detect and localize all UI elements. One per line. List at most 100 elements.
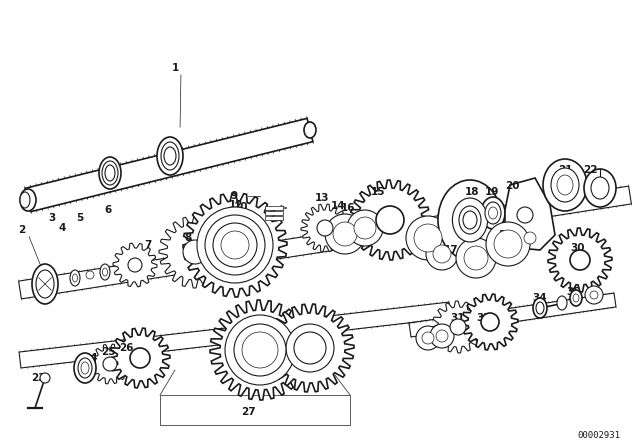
Bar — [265, 211, 283, 215]
Polygon shape — [183, 193, 287, 297]
Circle shape — [464, 246, 488, 270]
Circle shape — [225, 315, 295, 385]
Text: 2: 2 — [19, 225, 26, 235]
Text: 24: 24 — [83, 353, 97, 363]
Circle shape — [242, 332, 278, 368]
Ellipse shape — [533, 298, 547, 318]
Polygon shape — [548, 228, 612, 292]
Text: 22: 22 — [583, 165, 597, 175]
Text: 21: 21 — [557, 165, 572, 175]
Ellipse shape — [485, 202, 501, 224]
Ellipse shape — [100, 264, 110, 280]
Ellipse shape — [573, 294, 579, 302]
Circle shape — [422, 332, 434, 344]
Ellipse shape — [20, 189, 36, 211]
Ellipse shape — [454, 200, 486, 240]
Circle shape — [426, 238, 458, 270]
Circle shape — [416, 326, 440, 350]
Ellipse shape — [591, 177, 609, 199]
Polygon shape — [301, 204, 349, 252]
Circle shape — [406, 216, 450, 260]
Ellipse shape — [32, 264, 58, 304]
Text: 32: 32 — [427, 330, 441, 340]
Circle shape — [376, 206, 404, 234]
Polygon shape — [210, 300, 310, 400]
Text: 16: 16 — [340, 203, 355, 213]
Ellipse shape — [488, 207, 497, 219]
Text: 6: 6 — [104, 205, 111, 215]
Ellipse shape — [81, 362, 89, 374]
Ellipse shape — [102, 161, 118, 185]
Polygon shape — [432, 301, 484, 353]
Circle shape — [436, 330, 448, 342]
Ellipse shape — [304, 122, 316, 138]
Ellipse shape — [463, 211, 477, 229]
Text: 17: 17 — [444, 245, 458, 255]
Circle shape — [570, 250, 590, 270]
Ellipse shape — [557, 296, 567, 310]
Text: 28: 28 — [468, 253, 483, 263]
Polygon shape — [110, 328, 170, 388]
Circle shape — [130, 348, 150, 368]
Ellipse shape — [161, 142, 179, 170]
Circle shape — [524, 232, 536, 244]
Ellipse shape — [570, 290, 582, 306]
Text: 23: 23 — [31, 373, 45, 383]
Text: 27: 27 — [241, 407, 255, 417]
Ellipse shape — [70, 270, 80, 286]
Bar — [160, 395, 350, 425]
Circle shape — [103, 357, 117, 371]
Text: 14: 14 — [331, 201, 346, 211]
Ellipse shape — [459, 206, 481, 234]
Text: 19: 19 — [485, 187, 499, 197]
Ellipse shape — [452, 198, 488, 242]
Circle shape — [221, 231, 249, 259]
Ellipse shape — [481, 197, 505, 229]
Bar — [265, 216, 283, 220]
Ellipse shape — [78, 358, 92, 378]
Ellipse shape — [438, 180, 502, 260]
Circle shape — [213, 223, 257, 267]
Circle shape — [294, 332, 326, 364]
Circle shape — [456, 238, 496, 278]
Text: 32: 32 — [439, 330, 453, 340]
Text: 34: 34 — [532, 293, 547, 303]
Ellipse shape — [74, 353, 96, 383]
Circle shape — [414, 224, 442, 252]
Polygon shape — [505, 178, 555, 250]
Ellipse shape — [72, 274, 77, 282]
Text: 30: 30 — [571, 243, 585, 253]
Circle shape — [486, 222, 530, 266]
Polygon shape — [350, 180, 430, 260]
Circle shape — [354, 217, 376, 239]
Polygon shape — [25, 118, 313, 211]
Bar — [265, 206, 283, 210]
Circle shape — [205, 215, 265, 275]
Circle shape — [430, 324, 454, 348]
Text: 35: 35 — [567, 287, 581, 297]
Text: 3: 3 — [49, 213, 56, 223]
Polygon shape — [113, 243, 157, 287]
Circle shape — [183, 240, 207, 264]
Circle shape — [197, 207, 273, 283]
Circle shape — [433, 245, 451, 263]
Text: 37: 37 — [433, 250, 447, 260]
Text: 26: 26 — [119, 343, 133, 353]
Circle shape — [517, 207, 533, 223]
Circle shape — [333, 222, 357, 246]
Text: 25: 25 — [100, 347, 115, 357]
Text: 13: 13 — [315, 193, 329, 203]
Circle shape — [590, 291, 598, 299]
Circle shape — [585, 286, 603, 304]
Text: 12: 12 — [228, 200, 243, 210]
Text: 31: 31 — [451, 313, 465, 323]
Ellipse shape — [543, 159, 587, 211]
Text: 20: 20 — [505, 181, 519, 191]
Polygon shape — [19, 302, 451, 368]
Circle shape — [286, 324, 334, 372]
Circle shape — [234, 324, 286, 376]
Text: 18: 18 — [465, 187, 479, 197]
Circle shape — [481, 313, 499, 331]
Ellipse shape — [99, 157, 121, 189]
Text: 00002931: 00002931 — [577, 431, 620, 440]
